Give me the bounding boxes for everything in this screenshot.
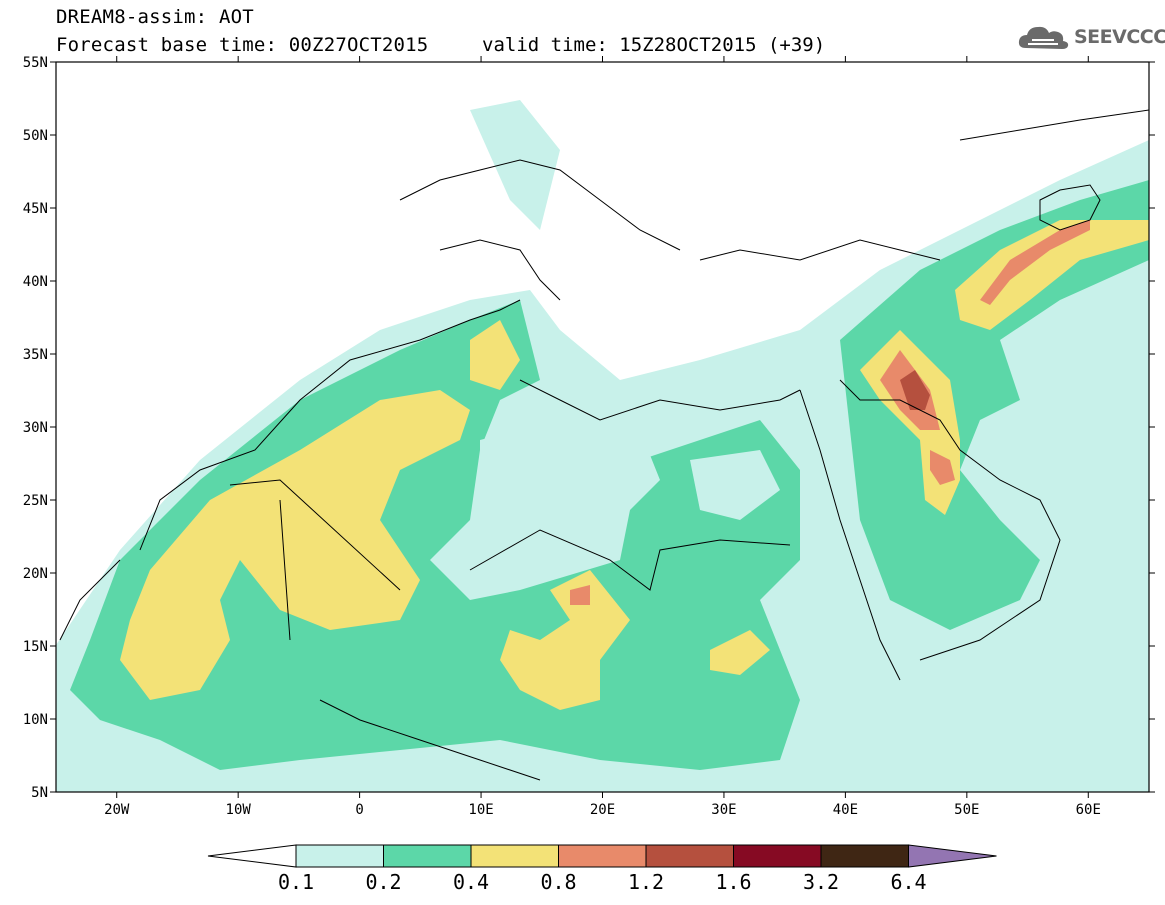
colorbar-label: 0.2 (365, 870, 401, 894)
latitude-axis: 55N 50N 45N 40N 35N 30N 25N 20N 15N 10N 5N (23, 55, 1155, 801)
valid-time: valid time: 15Z28OCT2015 (+39) (482, 34, 826, 56)
lon-label: 30E (711, 802, 736, 818)
lat-label: 25N (23, 493, 48, 509)
colorbar-swatch (383, 844, 472, 868)
colorbar-swatch (470, 844, 559, 868)
colorbar-swatch (295, 844, 384, 868)
lon-label: 10E (468, 802, 493, 818)
colorbar-label: 6.4 (890, 870, 926, 894)
lon-label: 0 (355, 802, 363, 818)
cloud-icon (1018, 26, 1069, 49)
forecast-base-time: Forecast base time: 00Z27OCT2015 (56, 34, 429, 56)
logo-text: SEEVCCC (1074, 26, 1165, 48)
seevccc-logo: SEEVCCC (1018, 22, 1165, 52)
colorbar-swatch (645, 844, 734, 868)
lat-label: 55N (23, 55, 48, 71)
lat-label: 15N (23, 639, 48, 655)
map-title: DREAM8-assim: AOT (56, 6, 254, 28)
lat-label: 40N (23, 274, 48, 290)
colorbar-label: 1.6 (715, 870, 751, 894)
lat-label: 50N (23, 128, 48, 144)
colorbar-label: 3.2 (803, 870, 839, 894)
lat-label: 35N (23, 347, 48, 363)
lat-label: 45N (23, 201, 48, 217)
lat-label: 20N (23, 566, 48, 582)
colorbar-swatch (558, 844, 647, 868)
colorbar-label: 0.8 (540, 870, 576, 894)
longitude-axis: 20W 10W 0 10E 20E 30E 40E 50E 60E (104, 56, 1101, 818)
colorbar-swatch (733, 844, 822, 868)
colorbar-under-triangle (207, 844, 297, 868)
lat-label: 10N (23, 712, 48, 728)
colorbar: 0.1 0.2 0.4 0.8 1.2 1.6 3.2 6.4 (207, 844, 997, 894)
lon-label: 40E (833, 802, 858, 818)
lat-label: 30N (23, 420, 48, 436)
lon-label: 50E (954, 802, 979, 818)
colorbar-swatch (820, 844, 909, 868)
lat-label: 5N (31, 785, 48, 801)
colorbar-label: 0.4 (453, 870, 489, 894)
aot-field (56, 62, 1149, 792)
colorbar-label: 1.2 (628, 870, 664, 894)
lon-label: 20W (104, 802, 130, 818)
lon-label: 10W (226, 802, 252, 818)
colorbar-over-triangle (908, 844, 997, 868)
lon-label: 20E (590, 802, 615, 818)
lon-label: 60E (1076, 802, 1101, 818)
colorbar-label: 0.1 (278, 870, 314, 894)
